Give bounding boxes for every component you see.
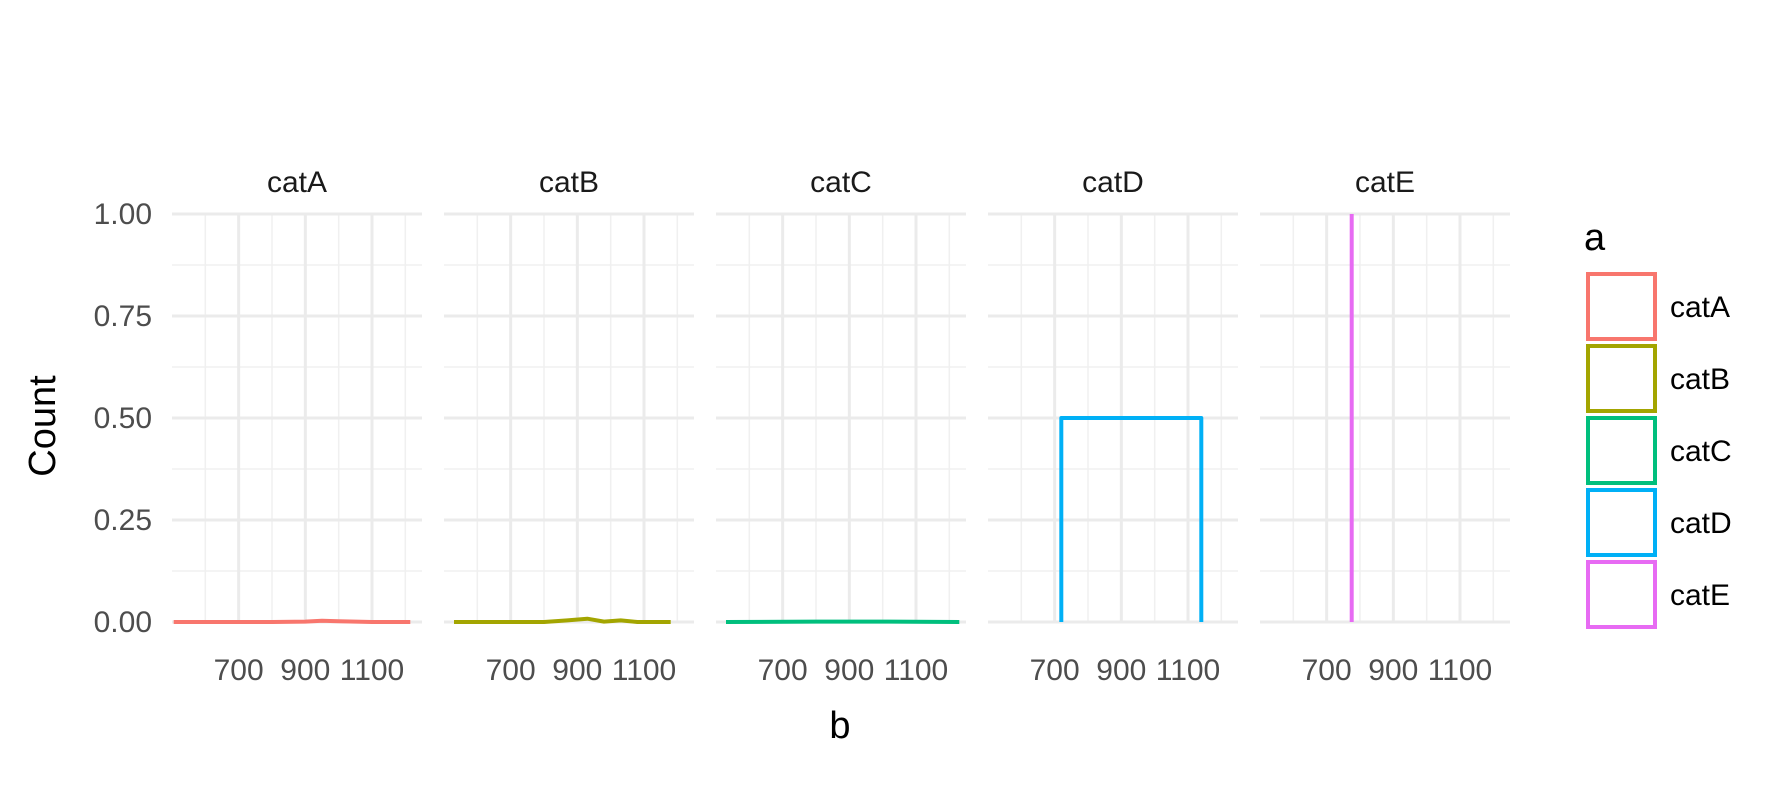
facet-strip-label: catC bbox=[810, 166, 872, 199]
legend-item-catA: catA bbox=[1586, 272, 1730, 341]
x-tick-label: 1100 bbox=[1428, 654, 1493, 687]
legend-title: a bbox=[1584, 217, 1606, 259]
panels: catA 700 900 1100 catB 700 900 1100 catC 700 900 11… bbox=[172, 166, 1510, 687]
y-axis: 0.00 0.25 0.50 0.75 1.00 bbox=[94, 198, 152, 639]
density-line-catD bbox=[1059, 416, 1204, 622]
x-tick-label: 1100 bbox=[612, 654, 677, 687]
panel-catE: catE 700 900 1100 bbox=[1260, 166, 1510, 687]
y-axis-title: Count bbox=[22, 375, 64, 477]
panel-catA: catA 700 900 1100 bbox=[172, 166, 422, 687]
x-tick-label: 900 bbox=[824, 654, 874, 687]
x-tick-label: 700 bbox=[1302, 654, 1352, 687]
legend-key bbox=[1586, 416, 1657, 485]
x-tick-label: 1100 bbox=[340, 654, 405, 687]
x-tick-label: 1100 bbox=[884, 654, 949, 687]
panel-catD: catD 700 900 1100 bbox=[988, 166, 1238, 687]
x-axis-title: b bbox=[829, 705, 850, 747]
legend-key bbox=[1586, 488, 1657, 557]
facet-strip-label: catE bbox=[1355, 166, 1415, 199]
panel-catB: catB 700 900 1100 bbox=[444, 166, 694, 687]
legend-label: catB bbox=[1670, 363, 1730, 396]
legend-item-catE: catE bbox=[1586, 560, 1730, 629]
y-tick-label: 0.75 bbox=[94, 300, 152, 333]
facet-strip-label: catB bbox=[539, 166, 599, 199]
legend: a catA catB catC catD catE bbox=[1584, 217, 1732, 629]
x-tick-label: 900 bbox=[1096, 654, 1146, 687]
x-tick-label: 700 bbox=[486, 654, 536, 687]
x-tick-label: 900 bbox=[280, 654, 330, 687]
legend-item-catB: catB bbox=[1586, 344, 1730, 413]
y-tick-label: 0.00 bbox=[94, 606, 152, 639]
x-tick-label: 700 bbox=[214, 654, 264, 687]
x-tick-label: 700 bbox=[1030, 654, 1080, 687]
y-tick-label: 0.25 bbox=[94, 504, 152, 537]
legend-item-catD: catD bbox=[1586, 488, 1732, 557]
density-line-catB bbox=[454, 616, 671, 624]
legend-key bbox=[1586, 560, 1657, 629]
x-tick-label: 1100 bbox=[1156, 654, 1221, 687]
legend-key bbox=[1586, 272, 1657, 341]
facet-strip-label: catA bbox=[267, 166, 327, 199]
panel-catC: catC 700 900 1100 bbox=[716, 166, 966, 687]
y-tick-label: 1.00 bbox=[94, 198, 152, 231]
y-tick-label: 0.50 bbox=[94, 402, 152, 435]
legend-label: catE bbox=[1670, 579, 1730, 612]
x-tick-label: 700 bbox=[758, 654, 808, 687]
legend-label: catC bbox=[1670, 435, 1732, 468]
legend-label: catA bbox=[1670, 291, 1730, 324]
legend-label: catD bbox=[1670, 507, 1732, 540]
x-tick-label: 900 bbox=[1368, 654, 1418, 687]
density-line-catA bbox=[173, 618, 411, 624]
x-tick-label: 900 bbox=[552, 654, 602, 687]
legend-item-catC: catC bbox=[1586, 416, 1732, 485]
facet-strip-label: catD bbox=[1082, 166, 1144, 199]
legend-key bbox=[1586, 344, 1657, 413]
